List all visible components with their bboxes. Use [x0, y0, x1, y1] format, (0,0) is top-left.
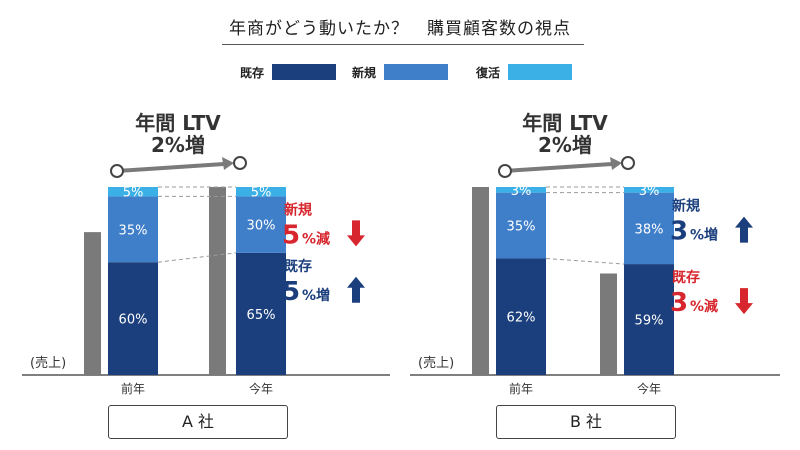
company-b-label: B 社: [496, 405, 676, 439]
bar-segment-新規: [236, 196, 286, 253]
ltv-change: 2%増: [151, 133, 205, 157]
bar-segment-復活: [624, 187, 674, 193]
bar-segment-復活: [108, 187, 158, 197]
revenue-axis-label: (売上): [30, 355, 66, 371]
bar-segment-新規: [624, 192, 674, 265]
bar-segment-既存: [236, 252, 286, 375]
legend-swatch: [508, 64, 573, 80]
change-segment-label: 新規: [284, 201, 312, 218]
legend-label: 新規: [352, 65, 377, 80]
ltv-start-marker: [498, 164, 512, 178]
revenue-bar: [600, 273, 617, 375]
category-tick-label: 前年: [509, 381, 533, 396]
ltv-change: 2%増: [538, 133, 592, 157]
arrow-down-icon: [735, 288, 753, 315]
legend-label: 復活: [476, 65, 501, 80]
bar-value-label: 59%: [635, 314, 664, 329]
revenue-bar: [472, 187, 489, 375]
bar-segment-復活: [496, 187, 546, 193]
segment-connector: [545, 257, 625, 265]
bar-value-label: 38%: [635, 222, 664, 237]
legend-swatch: [272, 64, 337, 80]
legend-label: 既存: [240, 65, 265, 80]
category-tick-label: 前年: [121, 381, 145, 396]
ltv-start-marker: [110, 164, 124, 178]
bar-segment-復活: [236, 187, 286, 197]
legend-item-returning: 復活: [476, 63, 573, 81]
legend-item-existing: 既存: [240, 63, 337, 81]
change-suffix: %減: [302, 230, 330, 247]
bar-segment-新規: [496, 192, 546, 259]
bar-segment-既存: [496, 258, 546, 375]
bar-value-label: 3%: [511, 184, 532, 199]
ltv-arrow-head: [610, 157, 622, 170]
bar-value-label: 5%: [123, 186, 144, 201]
bar-value-label: 30%: [247, 219, 276, 234]
segment-connector: [157, 252, 237, 263]
category-tick-label: 今年: [249, 381, 273, 396]
change-suffix: %減: [690, 298, 718, 315]
change-suffix: %増: [690, 227, 718, 244]
revenue-axis-label: (売上): [418, 355, 454, 371]
arrow-up-icon: [347, 276, 365, 303]
bar-segment-新規: [108, 196, 158, 263]
change-number: 3: [670, 217, 688, 247]
revenue-bar: [209, 187, 226, 375]
bar-value-label: 65%: [247, 308, 276, 323]
bar-value-label: 35%: [119, 223, 148, 238]
bar-value-label: 60%: [119, 313, 148, 328]
change-segment-label: 新規: [672, 198, 700, 215]
change-suffix: %増: [302, 287, 330, 304]
bar-segment-既存: [624, 264, 674, 375]
arrow-down-icon: [347, 220, 365, 247]
ltv-arrow-line: [116, 162, 225, 173]
bar-value-label: 35%: [507, 220, 536, 235]
change-number: 5: [282, 277, 300, 307]
company-a-label: A 社: [108, 405, 288, 439]
category-tick-label: 今年: [637, 381, 661, 396]
ltv-arrow-line: [504, 162, 613, 173]
change-segment-label: 既存: [284, 258, 312, 275]
legend-swatch: [384, 64, 449, 80]
bar-value-label: 5%: [251, 186, 272, 201]
change-number: 5: [282, 220, 300, 250]
change-number: 3: [670, 288, 688, 318]
revenue-bar: [84, 232, 101, 375]
page-title: 年商がどう動いたか？ 購買顧客数の視点: [229, 19, 571, 39]
ltv-end-marker: [233, 156, 247, 170]
ltv-title: 年間 LTV: [135, 111, 221, 135]
bar-value-label: 62%: [507, 311, 536, 326]
bar-segment-既存: [108, 262, 158, 375]
arrow-up-icon: [735, 216, 753, 243]
bar-value-label: 3%: [639, 184, 660, 199]
title-underline: [222, 44, 584, 45]
ltv-end-marker: [621, 156, 635, 170]
ltv-arrow-head: [222, 157, 234, 170]
legend-item-new: 新規: [352, 63, 449, 81]
change-segment-label: 既存: [672, 269, 700, 286]
ltv-title: 年間 LTV: [522, 111, 608, 135]
